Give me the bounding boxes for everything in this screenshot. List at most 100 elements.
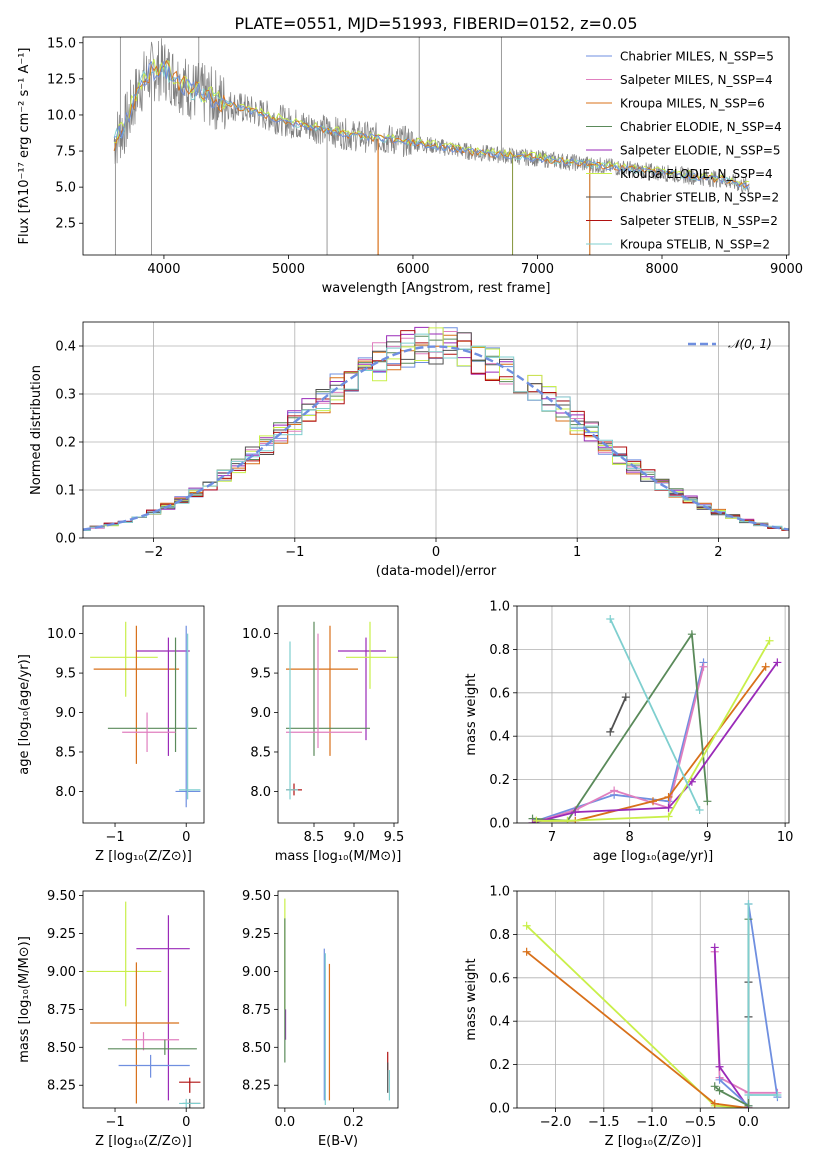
y-tick-label: 15.0 [47,36,76,51]
y-tick-label: 10.0 [242,627,271,642]
x-tick-label: 9.0 [344,830,365,845]
y-tick-label: 9.00 [242,965,271,980]
y-axis-label: mass [log₁₀(M/M⊙)] [17,936,32,1063]
y-tick-label: 0.0 [489,1102,510,1117]
y-tick-label: 9.00 [47,965,76,980]
y-tick-label: 9.5 [250,667,271,682]
weight-marker [703,797,712,806]
errorbar-series [179,1098,201,1108]
plot-area [286,621,398,800]
weight-marker [773,658,782,667]
weight-marker [765,636,774,645]
axes-frame [82,321,790,539]
x-tick-label: 8 [626,830,634,845]
y-tick-label: 1.0 [489,885,510,900]
errorbar-series [136,637,190,756]
weight-marker [621,693,630,702]
x-tick-label: 0 [182,830,190,845]
y-axis-label: age [log₁₀(age/yr)] [17,654,32,775]
errorbar-series [107,1039,197,1055]
y-tick-label: 9.25 [242,927,271,942]
legend-entry: Salpeter ELODIE, N_SSP=5 [620,144,781,158]
y-tick-label: 0.8 [489,928,510,943]
plot-area [86,901,201,1108]
axes-frame [82,890,205,1109]
errorbar-series [86,901,162,1007]
x-tick-label: 9 [703,830,711,845]
weight-series [606,693,630,736]
legend-entry: Chabrier ELODIE, N_SSP=4 [620,120,782,134]
y-tick-label: 5.0 [55,181,76,196]
panel-spectrum: 4000 5000 6000 7000 8000 9000 2.5 5.0 7.5 10.0 12.… [17,36,803,296]
weight-line [536,640,771,822]
y-tick-label: 0.1 [55,484,76,499]
weight-series [532,636,774,823]
y-tick-label: 8.25 [47,1079,76,1094]
x-tick-label: 5000 [272,262,305,277]
axes-frame [277,890,399,1109]
weight-marker [710,1082,719,1091]
x-tick-label: 0.0 [738,1115,759,1130]
y-tick-label: 0.0 [489,817,510,832]
weight-line [609,696,627,733]
histogram-series [83,332,789,531]
errorbar-series [122,712,176,752]
model-line [114,59,750,186]
weight-marker [715,1062,724,1071]
y-tick-label: 0.2 [489,773,510,788]
weight-series [606,615,704,814]
weight-series [528,658,782,823]
y-tick-label: 9.25 [47,927,76,942]
axes: −2 −1 0 1 2 0.0 0.1 0.2 0.3 0.4 [55,340,722,561]
weight-line [609,618,701,811]
x-tick-label: 8.5 [304,830,325,845]
axes-frame [516,890,790,1109]
x-axis-label: (data-model)/error [376,564,497,579]
histogram-series [83,330,789,531]
x-tick-label: 1 [573,545,581,560]
x-tick-label: 9000 [770,262,803,277]
y-tick-label: 0.3 [55,388,76,403]
y-tick-label: 0.0 [55,532,76,547]
axes-frame [516,605,790,824]
x-axis-label: Z [log₁₀(Z/Z⊙)] [95,849,192,864]
plot-area [113,37,750,255]
weight-marker [610,786,619,795]
weight-marker [664,792,673,801]
x-axis-label: Z [log₁₀(Z/Z⊙)] [95,1134,192,1149]
y-tick-label: 0.4 [489,1015,510,1030]
y-axis-label: mass weight [464,958,479,1040]
y-axis-label: Flux [fλ10⁻¹⁷ erg cm⁻² s⁻¹ A⁻¹] [17,48,32,245]
y-tick-label: 9.0 [250,706,271,721]
weight-marker [695,805,704,814]
x-tick-label: −1.0 [636,1115,668,1130]
y-tick-label: 2.5 [55,217,76,232]
legend: 𝒩(0, 1) [688,337,772,351]
plot-area [517,606,789,823]
axes: −1 0 8.0 8.5 9.0 9.5 10.0 [47,627,190,845]
weight-marker [744,900,753,909]
model-line [113,60,750,189]
errorbar-series [179,633,201,800]
legend-entry: Chabrier MILES, N_SSP=5 [620,50,774,64]
y-tick-label: 9.50 [47,889,76,904]
histogram-series [83,333,789,531]
legend-entry: Salpeter STELIB, N_SSP=2 [620,214,778,228]
errorbar-series [338,637,386,741]
plot-area [517,891,789,1108]
axes: −2.0 −1.5 −1.0 −0.5 0.0 0.0 0.2 0.4 0.6 0.8 1.0 [489,885,759,1131]
x-tick-label: 2 [714,545,722,560]
weight-marker [744,1101,753,1108]
weight-marker [699,662,708,671]
y-tick-label: 8.0 [250,785,271,800]
errorbar-series [286,633,362,749]
y-tick-label: 8.50 [242,1041,271,1056]
legend-entry: 𝒩(0, 1) [728,337,772,351]
x-tick-label: −2 [144,545,163,560]
weight-marker [664,803,673,812]
y-tick-label: 10.0 [47,108,76,123]
axes: 4000 5000 6000 7000 8000 9000 2.5 5.0 7.5 10.0 12.… [47,36,803,277]
weight-line [713,951,778,1094]
errorbar-series [286,625,358,756]
y-tick-label: 8.75 [242,1003,271,1018]
